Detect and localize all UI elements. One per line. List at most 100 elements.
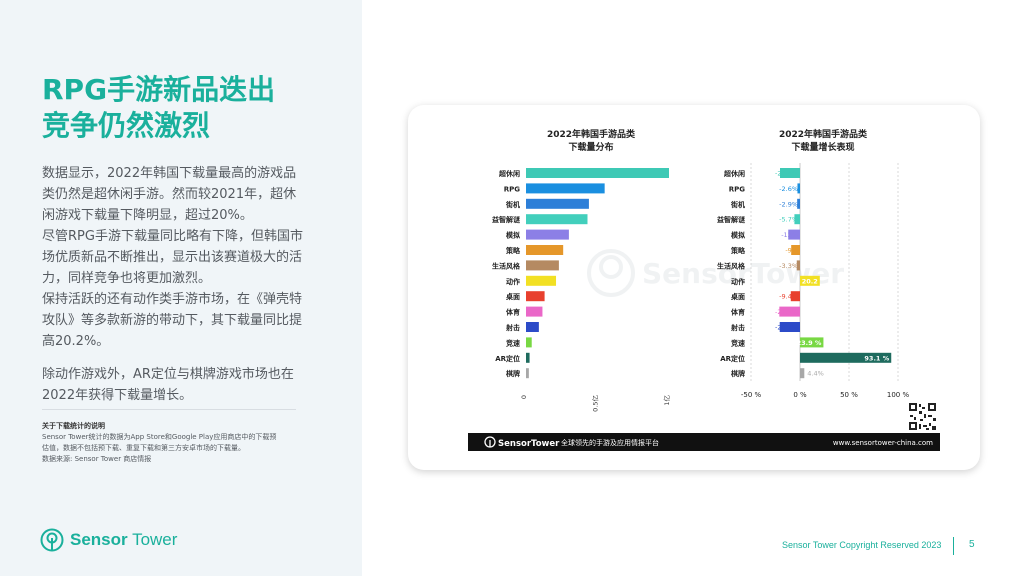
qr-code bbox=[908, 402, 937, 431]
chart1-bar bbox=[526, 229, 569, 240]
chart2-bar bbox=[780, 168, 800, 178]
chart2-category-label: 模拟 bbox=[731, 231, 745, 240]
slide-title-line-2: 竞争仍然激烈 bbox=[42, 109, 211, 142]
footer-logo-text: SensorTower bbox=[498, 439, 560, 449]
chart-download-growth: 2022年韩国手游品类 下载量增长表现 超休闲 -20.4% RPG -2.6% 街机 -… bbox=[717, 128, 909, 399]
chart1-category-label: 体育 bbox=[506, 308, 520, 317]
footer-tagline: 全球领先的手游及应用情报平台 bbox=[561, 438, 659, 447]
chart1-bar bbox=[526, 260, 559, 271]
chart2-category-label: 竞速 bbox=[730, 338, 745, 347]
chart2-category-label: 动作 bbox=[731, 277, 745, 286]
chart2-value-label: -12% bbox=[781, 231, 798, 239]
chart1-category-label: 超休闲 bbox=[499, 169, 520, 178]
chart1-bar bbox=[526, 168, 669, 178]
chart2-bar bbox=[800, 368, 805, 379]
sensor-tower-logo-icon bbox=[40, 528, 64, 552]
chart1-category-label: AR定位 bbox=[495, 354, 520, 363]
chart2-value-label: -20.4% bbox=[775, 170, 798, 178]
chart1-tick-label: 0 bbox=[520, 395, 528, 399]
chart2-bar bbox=[794, 214, 800, 225]
chart1-category-label: RPG bbox=[504, 185, 521, 193]
chart-download-distribution: 2022年韩国手游品类 下载量分布 超休闲 RPG 街机益智解谜模拟策略生活风格动作… bbox=[492, 128, 671, 412]
chart1-bar bbox=[526, 245, 564, 255]
copyright: Sensor Tower Copyright Reserved 2023 bbox=[782, 540, 942, 550]
chart1-bar bbox=[526, 352, 530, 363]
chart2-tick-label: 0 % bbox=[793, 391, 807, 399]
chart2-category-label: RPG bbox=[729, 185, 746, 193]
chart-canvas: SensorTower 2022年韩国手游品类 下载量分布 超休闲 RPG 街机益智… bbox=[468, 128, 940, 451]
chart2-value-label: 93.1 % bbox=[864, 354, 889, 362]
chart2-bar bbox=[797, 198, 800, 209]
chart2-bar bbox=[796, 260, 800, 271]
chart1-bar bbox=[526, 183, 605, 194]
card-footer-bar: SensorTower 全球领先的手游及应用情报平台 www.sensortow… bbox=[468, 433, 940, 451]
chart2-category-label: 体育 bbox=[731, 308, 745, 317]
chart1-category-label: 益智解谜 bbox=[492, 215, 521, 224]
chart2-title-line-1: 2022年韩国手游品类 bbox=[779, 128, 868, 140]
chart1-bar bbox=[526, 198, 589, 209]
chart1-tick-label: 0.5亿 bbox=[591, 395, 600, 412]
left-panel: RPG手游新品迭出 竞争仍然激烈 数据显示，2022年韩国下载量最高的游戏品类仍… bbox=[0, 0, 362, 576]
sensor-tower-logo: Sensor Tower bbox=[40, 527, 177, 553]
footer-url: www.sensortower-china.com bbox=[833, 439, 933, 447]
notes-line-1: Sensor Tower统计的数据为App Store和Google Play应… bbox=[42, 433, 277, 441]
chart2-value-label: -3.3% bbox=[779, 262, 798, 270]
chart1-category-label: 模拟 bbox=[506, 231, 520, 240]
chart1-title-line-2: 下载量分布 bbox=[568, 141, 613, 153]
chart2-bar bbox=[800, 275, 820, 286]
chart2-bar bbox=[797, 183, 800, 194]
logo-word-2: Tower bbox=[132, 530, 178, 549]
chart2-category-label: 棋牌 bbox=[731, 369, 745, 378]
chart1-category-label: 生活风格 bbox=[492, 261, 521, 270]
chart2-value-label: 23.9 % bbox=[797, 339, 822, 347]
paragraph-2: 尽管RPG手游下载量同比略有下降，但韩国市场优质新品不断推出，显示出该赛道极大的… bbox=[42, 229, 303, 286]
chart2-bar bbox=[779, 306, 800, 317]
chart2-tick-label: 50 % bbox=[840, 391, 858, 399]
chart2-category-label: 桌面 bbox=[730, 292, 745, 301]
chart2-category-label: 生活风格 bbox=[717, 261, 746, 270]
chart1-category-label: 射击 bbox=[505, 323, 520, 332]
chart2-value-label: -9.4% bbox=[779, 293, 798, 301]
paragraph-3: 保持活跃的还有动作类手游市场，在《弹壳特攻队》等多款新游的带动下，其下载量同比提… bbox=[42, 292, 303, 349]
chart1-bar bbox=[526, 275, 557, 286]
chart2-value-label: -2.6% bbox=[779, 185, 798, 193]
notes-line-3: 数据来源: Sensor Tower 商店情报 bbox=[42, 455, 152, 463]
chart2-bar bbox=[779, 322, 800, 332]
chart2-value-label: -5.7% bbox=[779, 216, 798, 224]
chart2-category-label: AR定位 bbox=[720, 354, 745, 363]
chart2-category-label: 策略 bbox=[730, 246, 746, 255]
watermark: SensorTower bbox=[587, 249, 844, 297]
chart2-category-label: 射击 bbox=[730, 323, 745, 332]
logo-word-1: Sensor bbox=[70, 530, 128, 549]
chart1-category-label: 竞速 bbox=[505, 338, 520, 347]
notes-line-2: 估值，数据不包括预下载、重复下载和第三方安卓市场的下载量。 bbox=[42, 444, 245, 452]
divider bbox=[42, 409, 296, 410]
chart2-category-label: 益智解谜 bbox=[717, 215, 746, 224]
chart2-tick-label: -50 % bbox=[741, 391, 762, 399]
chart1-bar bbox=[526, 291, 545, 302]
slide-title: RPG手游新品迭出 竞争仍然激烈 bbox=[42, 72, 342, 144]
chart2-category-label: 超休闲 bbox=[724, 169, 745, 178]
logo-wordmark: Sensor Tower bbox=[70, 530, 177, 550]
chart2-value-label: 4.4% bbox=[807, 370, 824, 378]
chart2-value-label: -20.7% bbox=[775, 324, 798, 332]
chart1-category-label: 棋牌 bbox=[506, 369, 520, 378]
chart2-bar bbox=[791, 245, 800, 255]
chart1-tick-label: 1亿 bbox=[662, 395, 671, 406]
notes-heading: 关于下载统计的说明 bbox=[42, 422, 105, 430]
chart-card: SensorTower 2022年韩国手游品类 下载量分布 超休闲 RPG 街机益智… bbox=[408, 105, 980, 470]
chart1-category-label: 街机 bbox=[505, 200, 520, 209]
chart2-value-label: -21.1% bbox=[775, 308, 798, 316]
chart1-bar bbox=[526, 322, 539, 332]
chart1-bar bbox=[526, 368, 529, 379]
chart1-category-label: 桌面 bbox=[505, 292, 520, 301]
chart2-value-label: -2.9% bbox=[779, 200, 798, 208]
chart2-bar bbox=[800, 352, 892, 363]
notes: 关于下载统计的说明 Sensor Tower统计的数据为App Store和Go… bbox=[42, 421, 304, 465]
chart1-bar bbox=[526, 306, 543, 317]
chart1-title-line-1: 2022年韩国手游品类 bbox=[547, 128, 636, 140]
slide-title-line-1: RPG手游新品迭出 bbox=[42, 73, 276, 106]
body-text: 数据显示，2022年韩国下载量最高的游戏品类仍然是超休闲手游。然而较2021年，… bbox=[42, 163, 304, 406]
chart2-title-line-2: 下载量增长表现 bbox=[791, 141, 854, 153]
page-number: 5 bbox=[969, 539, 975, 550]
